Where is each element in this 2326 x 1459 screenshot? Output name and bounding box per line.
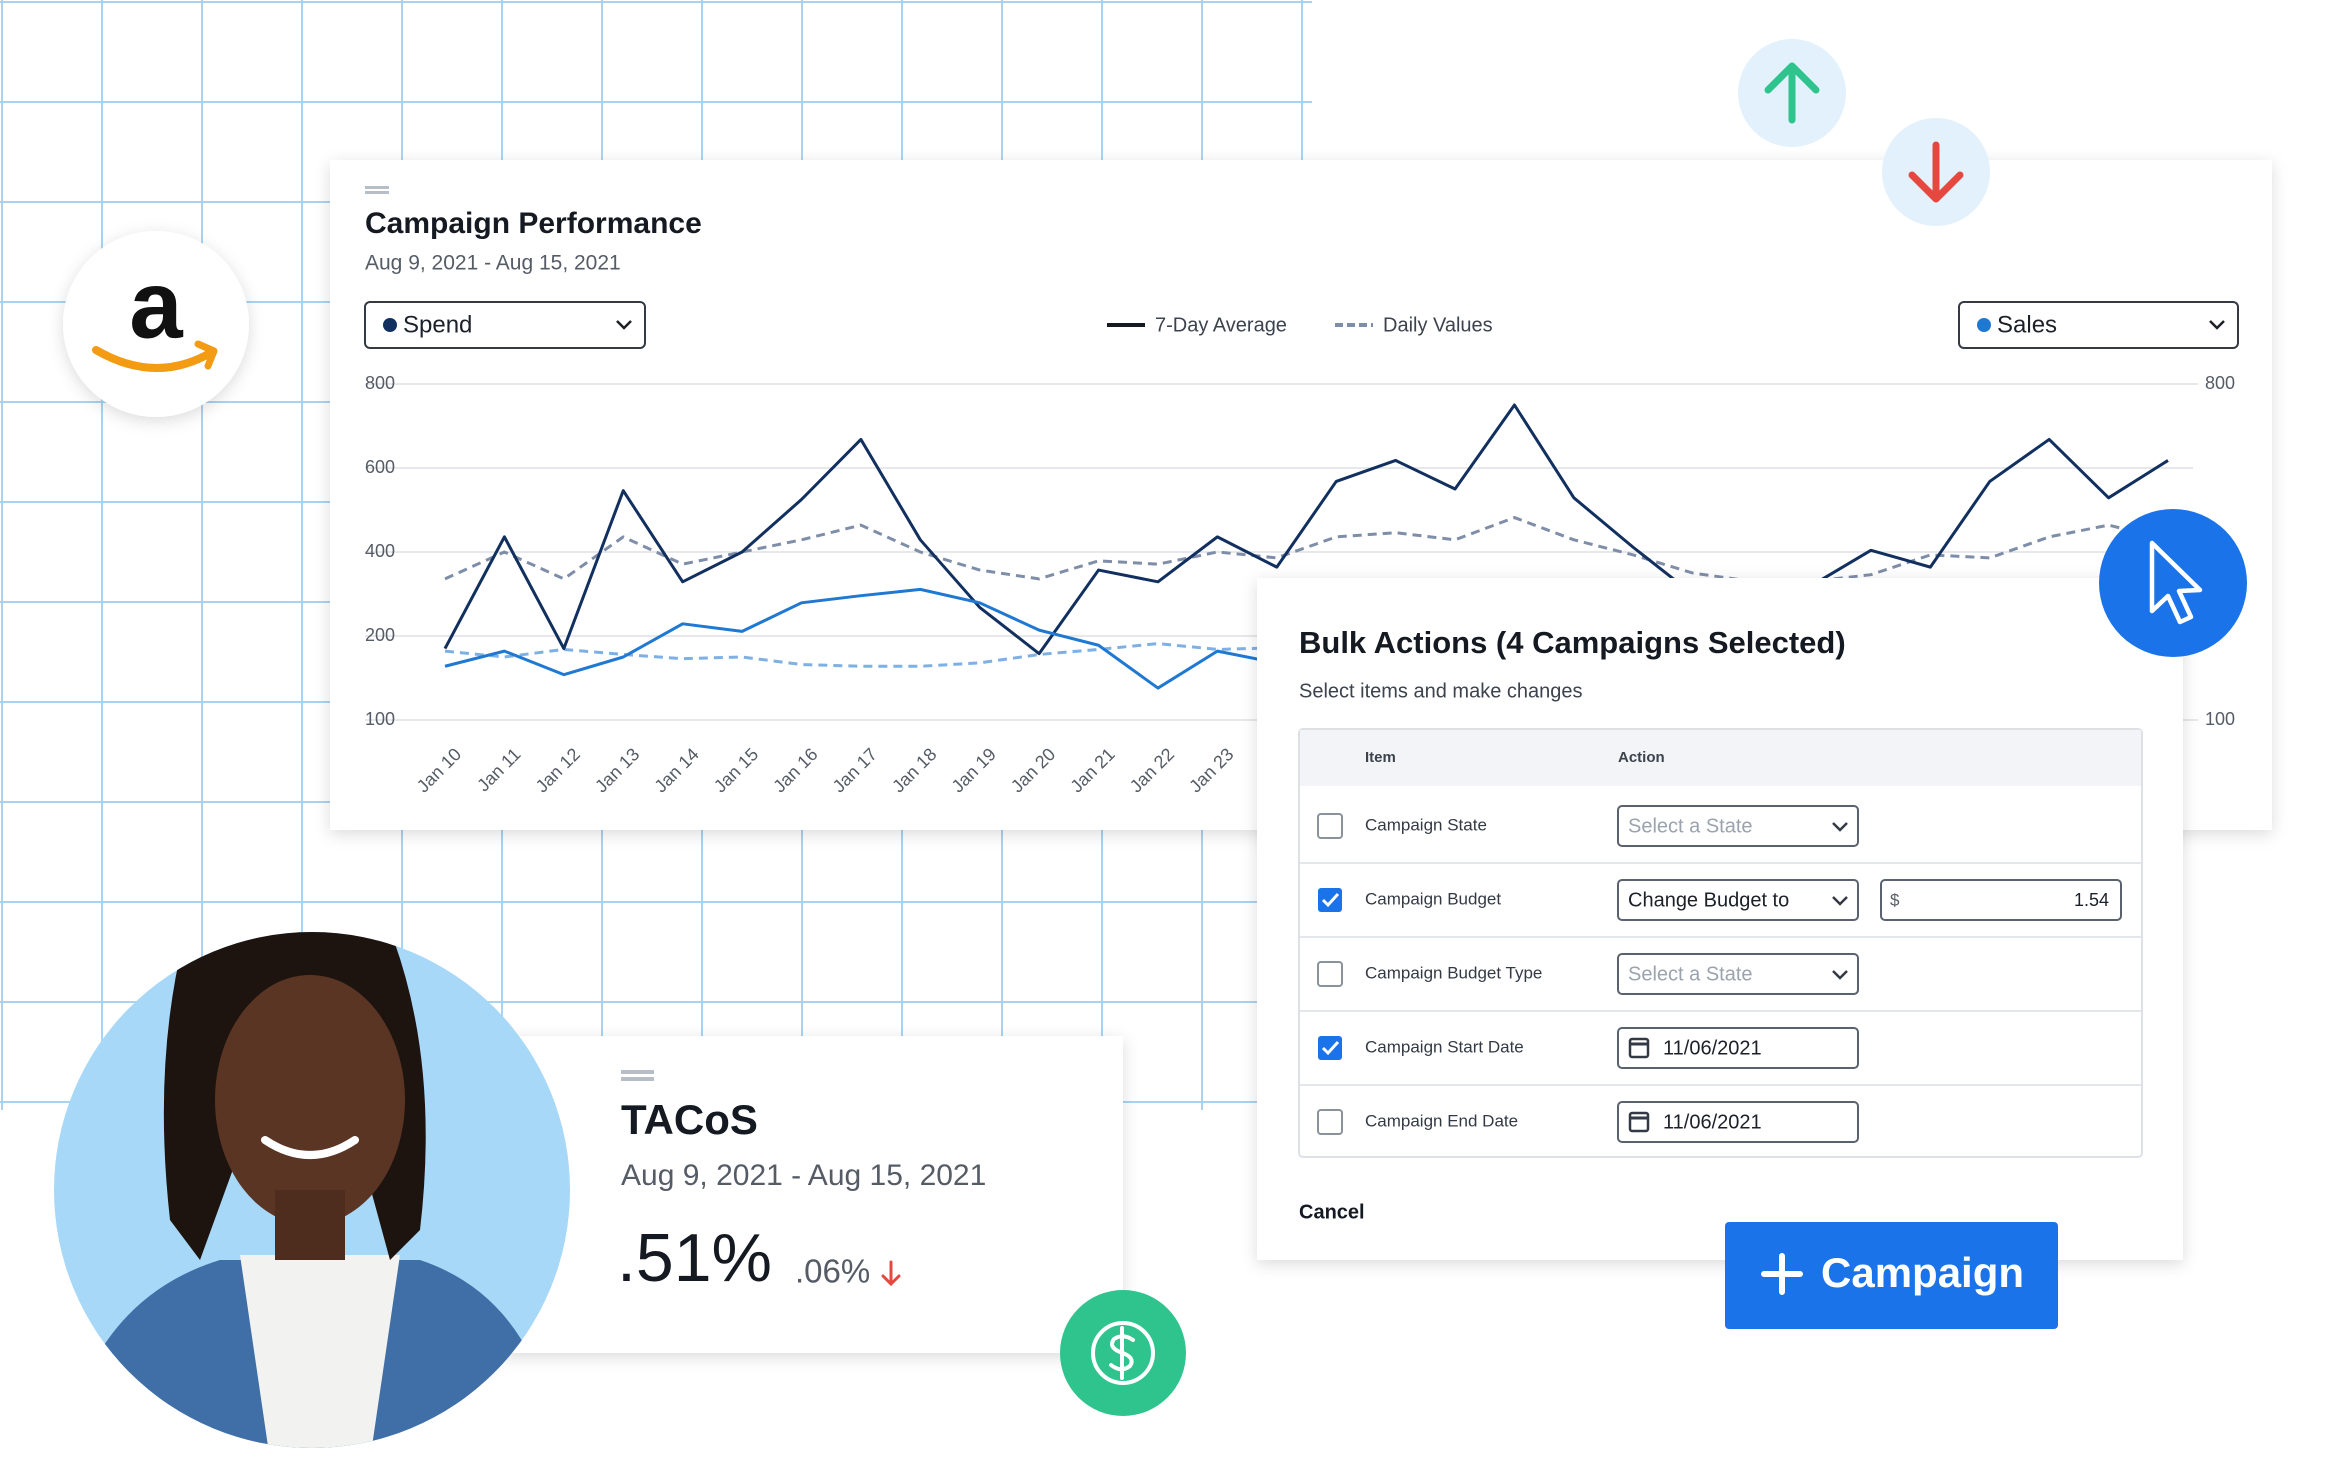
select-box[interactable]: [1958, 301, 2239, 349]
tacos-change: .06%: [795, 1253, 870, 1290]
checkbox-checked[interactable]: [1318, 1036, 1342, 1060]
chevron: [1832, 970, 1848, 980]
cancel-button[interactable]: Cancel: [1299, 1201, 1365, 1223]
amount: 1.54: [2074, 890, 2109, 910]
drag-handle: [365, 186, 389, 189]
checkmark: [1321, 892, 1340, 908]
panel-subtitle: Select items and make changes: [1299, 680, 1583, 702]
table-rows: Campaign State Select a State Campaign Bud…: [1300, 805, 2141, 1143]
shirt: [240, 1255, 400, 1448]
amount-input[interactable]: [1880, 879, 2122, 921]
logo-smile: [92, 346, 216, 372]
action-value: Change Budget to: [1628, 889, 1789, 911]
tacos-title: TACoS: [621, 1096, 758, 1143]
drag-handle: [621, 1070, 654, 1074]
chevron: [2209, 320, 2225, 330]
person-photo: [60, 932, 560, 1448]
column-header: Item: [1365, 749, 1396, 766]
panel-title: Bulk Actions (4 Campaigns Selected): [1299, 625, 1846, 660]
chart-title: Campaign Performance: [365, 207, 702, 240]
cursor-badge: [2099, 509, 2247, 657]
button-bg[interactable]: [1725, 1222, 2058, 1329]
select-input[interactable]: [1617, 953, 1859, 995]
chevron: [1832, 896, 1848, 906]
smile: [261, 1136, 359, 1159]
legend-label: 7-Day Average: [1155, 314, 1287, 336]
checkmark: [1321, 1040, 1340, 1056]
drag-handle: [365, 191, 389, 194]
chart-subtitle: Aug 9, 2021 - Aug 15, 2021: [365, 252, 621, 275]
date-input[interactable]: [1617, 1027, 1859, 1069]
average-line: [443, 403, 2169, 656]
add-campaign-button[interactable]: Campaign: [1725, 1222, 2058, 1329]
drag-handle: [621, 1077, 654, 1081]
right-select[interactable]: Sales: [1958, 301, 2239, 349]
select-input[interactable]: [1617, 879, 1859, 921]
table-header: [1300, 730, 2141, 786]
checkbox[interactable]: [1317, 1109, 1343, 1135]
y-tick-label: 600: [365, 457, 395, 477]
up-arrow: [1764, 62, 1820, 124]
calendar-icon: [1628, 1111, 1650, 1133]
cursor-icon: [2149, 540, 2203, 625]
face: [215, 975, 405, 1225]
series-dot: [383, 318, 397, 332]
row-label: Campaign Start Date: [1365, 1037, 1524, 1056]
plus-icon: [1761, 1253, 1803, 1295]
action-value: Select a State: [1628, 815, 1753, 837]
y-tick-label: 800: [365, 373, 395, 393]
calendar-icon: [1628, 1037, 1650, 1059]
row-label: Campaign State: [1365, 815, 1487, 834]
tacos-date: Aug 9, 2021 - Aug 15, 2021: [621, 1159, 986, 1192]
row-label: Campaign Budget: [1365, 889, 1501, 908]
chevron: [1832, 822, 1848, 832]
select-box[interactable]: [364, 301, 646, 349]
change-arrow: [881, 1260, 901, 1287]
dollar-glyph: [1109, 1326, 1135, 1380]
action-value: 11/06/2021: [1663, 1037, 1762, 1059]
button-label: Campaign: [1821, 1249, 2024, 1296]
select-label: Spend: [403, 311, 472, 338]
y-tick-label: 400: [365, 541, 395, 561]
action-value: Select a State: [1628, 963, 1753, 985]
y-tick-label: 200: [365, 625, 395, 645]
y2-tick-label: 800: [2205, 373, 2235, 393]
tacos-card: [500, 1036, 1123, 1353]
logo-letter: a: [129, 251, 183, 358]
logo-circle: [63, 231, 249, 417]
select-label: Sales: [1997, 311, 2057, 338]
row-label: Campaign End Date: [1365, 1111, 1518, 1130]
currency: $: [1890, 890, 1900, 909]
chevron: [616, 320, 632, 330]
down-arrow: [1908, 141, 1964, 203]
legend-label: Daily Values: [1383, 314, 1493, 336]
tacos-value: .51%: [617, 1220, 772, 1296]
checkbox[interactable]: [1317, 961, 1343, 987]
left-select[interactable]: Spend: [364, 301, 646, 349]
checkbox[interactable]: [1317, 813, 1343, 839]
checkbox-checked[interactable]: [1318, 888, 1342, 912]
daily-line: [444, 642, 2169, 668]
logo-smile-tip: [194, 340, 218, 370]
y-tick-label: 100: [365, 709, 395, 729]
series-dot: [1977, 318, 1991, 332]
column-header: Action: [1618, 749, 1665, 766]
y2-tick-label: 100: [2205, 709, 2235, 729]
dollar-ring: [1091, 1321, 1155, 1385]
table: [1298, 728, 2143, 1158]
action-value: 11/06/2021: [1663, 1111, 1762, 1133]
daily-line: [444, 516, 2169, 583]
select-input[interactable]: [1617, 805, 1859, 847]
date-input[interactable]: [1617, 1101, 1859, 1143]
neck: [275, 1190, 345, 1260]
row-label: Campaign Budget Type: [1365, 963, 1542, 982]
